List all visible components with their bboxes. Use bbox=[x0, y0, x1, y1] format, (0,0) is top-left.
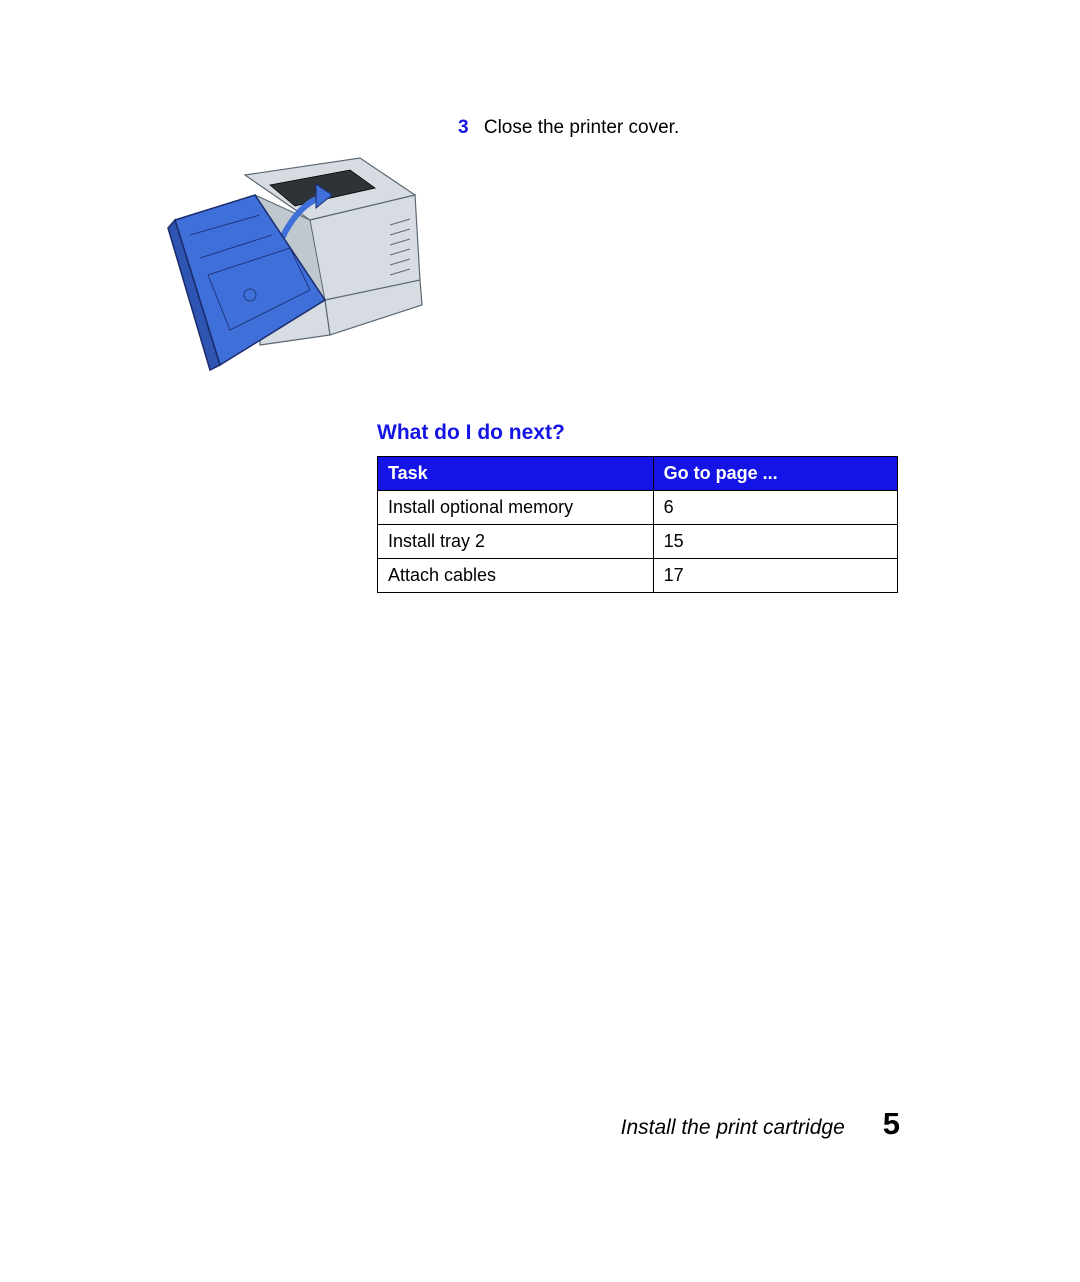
footer-section-title: Install the print cartridge bbox=[621, 1116, 845, 1140]
task-cell: Install tray 2 bbox=[378, 525, 654, 559]
table-header-row: Task Go to page ... bbox=[378, 457, 898, 491]
step-number: 3 bbox=[458, 117, 469, 138]
page-footer: Install the print cartridge 5 bbox=[621, 1106, 900, 1142]
page-cell: 15 bbox=[653, 525, 897, 559]
table-header-page: Go to page ... bbox=[653, 457, 897, 491]
table-row: Install optional memory 6 bbox=[378, 491, 898, 525]
table-row: Install tray 2 15 bbox=[378, 525, 898, 559]
printer-illustration bbox=[160, 140, 440, 390]
task-cell: Install optional memory bbox=[378, 491, 654, 525]
page-cell: 6 bbox=[653, 491, 897, 525]
page-cell: 17 bbox=[653, 559, 897, 593]
step-line: 3 Close the printer cover. bbox=[458, 116, 679, 141]
step-text: Close the printer cover. bbox=[484, 117, 679, 138]
table-row: Attach cables 17 bbox=[378, 559, 898, 593]
table-header-task: Task bbox=[378, 457, 654, 491]
section-heading: What do I do next? bbox=[377, 421, 565, 445]
task-table: Task Go to page ... Install optional mem… bbox=[377, 456, 898, 593]
page: 3 Close the printer cover. bbox=[0, 0, 1080, 1282]
task-cell: Attach cables bbox=[378, 559, 654, 593]
footer-page-number: 5 bbox=[883, 1106, 900, 1142]
